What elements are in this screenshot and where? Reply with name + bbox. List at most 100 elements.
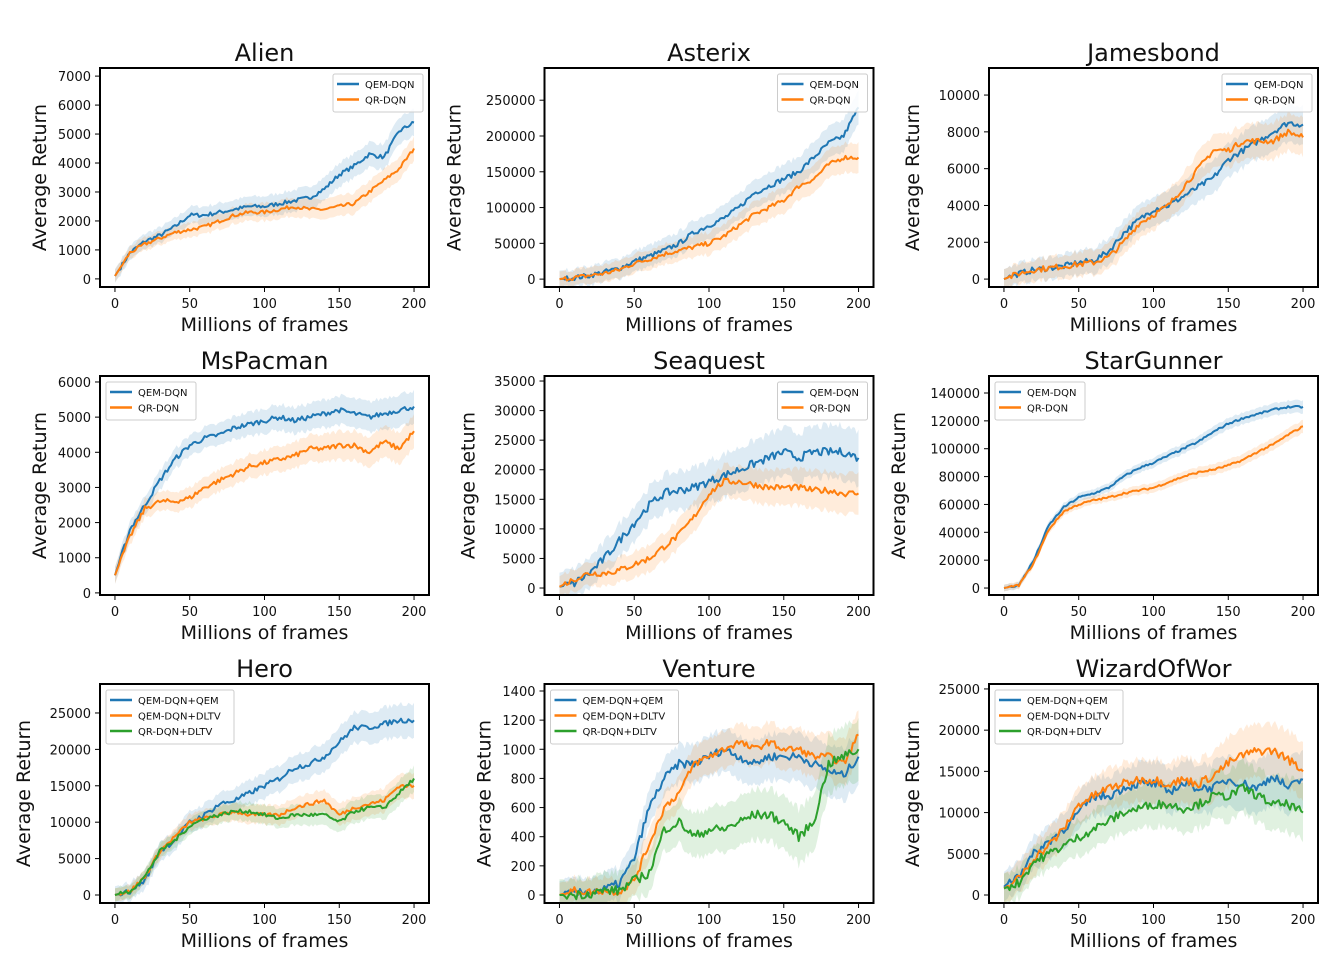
band-0 (1004, 399, 1303, 592)
x-tick-label: 50 (626, 605, 643, 620)
y-tick-label: 25000 (494, 434, 535, 449)
y-tick-label: 1000 (58, 244, 91, 259)
legend-label: QR-DQN (1027, 404, 1068, 415)
y-tick-label: 150000 (486, 166, 536, 181)
y-tick-label: 5000 (502, 552, 535, 567)
band-2 (1004, 758, 1303, 903)
legend: QEM-DQN+QEM QEM-DQN+DLTV QR-DQN+DLTV (105, 689, 235, 745)
x-tick-label: 200 (1291, 913, 1316, 928)
y-tick-label: 0 (83, 587, 91, 602)
x-tick-label: 150 (771, 913, 796, 928)
legend-label: QEM-DQN (810, 388, 859, 399)
series-line-2 (1003, 783, 1304, 892)
x-tick-label: 0 (1000, 297, 1008, 312)
y-axis-label: Average Return (474, 720, 496, 867)
x-tick-label: 200 (846, 913, 871, 928)
clip-top (504, 38, 914, 68)
series-line-1 (559, 477, 860, 588)
y-tick-label: 80000 (939, 471, 980, 486)
subplot-mspacman: 0 50 100 150 2000100020003000400050006000MsP… (29, 346, 469, 644)
y-tick-label: 0 (83, 273, 91, 288)
y-axis-label: Average Return (458, 412, 480, 559)
x-tick-label: 100 (252, 913, 277, 928)
y-tick-label: 15000 (939, 765, 980, 780)
legend-label: QEM-DQN (138, 388, 187, 399)
y-tick-label: 5000 (58, 128, 91, 143)
y-tick-label: 5000 (58, 411, 91, 426)
legend: QEM-DQN+QEM QEM-DQN+DLTV QR-DQN+DLTV (994, 689, 1124, 745)
y-tick-label: 50000 (494, 237, 535, 252)
x-tick-label: 150 (1216, 605, 1241, 620)
y-axis-label: Average Return (902, 104, 924, 251)
x-tick-label: 150 (327, 297, 352, 312)
y-tick-label: 2000 (58, 517, 91, 532)
x-axis-label: Millions of frames (181, 314, 349, 336)
y-tick-label: 0 (527, 582, 535, 597)
x-tick-label: 0 (1000, 605, 1008, 620)
x-tick-label: 0 (111, 297, 119, 312)
subplot-stargunner: 0 50 100 150 200 0 20000 40000 60000 80000 100000 1… (888, 346, 1343, 644)
band-1 (559, 462, 859, 595)
legend-box (105, 689, 235, 745)
band-0 (115, 702, 414, 903)
band-1 (559, 141, 859, 287)
x-tick-label: 100 (697, 913, 722, 928)
y-tick-label: 25000 (50, 707, 91, 722)
y-tick-label: 1000 (58, 552, 91, 567)
y-axis-label: Average Return (888, 412, 910, 559)
subplot-seaquest: 0 50 100 150 200 0 5000 10000 15000 20000 25000 300… (458, 346, 914, 644)
x-tick-label: 50 (181, 297, 198, 312)
y-tick-label: 10000 (939, 89, 980, 104)
band-1 (115, 772, 414, 902)
legend-label: QEM-DQN+QEM (583, 696, 664, 707)
legend-label: QEM-DQN (810, 80, 859, 91)
legend: QEM-DQN QR-DQN (332, 73, 424, 113)
y-tick-label: 0 (527, 889, 535, 904)
legend-label: QEM-DQN (1027, 388, 1076, 399)
y-tick-label: 4000 (947, 199, 980, 214)
legend-label: QEM-DQN (365, 80, 414, 91)
x-axis-label: Millions of frames (625, 930, 793, 952)
legend-label: QR-DQN (810, 96, 851, 107)
legend-label: QR-DQN+DLTV (1027, 727, 1101, 738)
clip-top (949, 38, 1343, 68)
y-tick-label: 250000 (486, 94, 536, 109)
y-axis-label: Average Return (29, 104, 51, 251)
band-0 (1004, 748, 1303, 902)
legend: QEM-DQN+QEM QEM-DQN+DLTV QR-DQN+DLTV (550, 689, 679, 745)
x-tick-label: 150 (1216, 913, 1241, 928)
x-tick-label: 100 (1141, 605, 1166, 620)
x-tick-label: 100 (1141, 913, 1166, 928)
legend-box (550, 689, 679, 745)
x-tick-label: 150 (327, 913, 352, 928)
legend: QEM-DQN QR-DQN (1221, 73, 1313, 113)
y-tick-label: 3000 (58, 481, 91, 496)
y-tick-label: 400 (511, 831, 536, 846)
band-1 (115, 136, 414, 283)
x-tick-label: 50 (181, 913, 198, 928)
legend-label: QR-DQN+DLTV (583, 727, 657, 738)
x-tick-label: 100 (252, 605, 277, 620)
x-tick-label: 100 (697, 297, 722, 312)
x-axis-label: Millions of frames (1070, 314, 1238, 336)
subplot-hero: 0 50 100 150 200 0 5000 10000 15000 20000 25000 Her… (13, 654, 469, 952)
subplot-venture: 0 50 100 150 200 0 200 400 600 800 1000 1200 1400 Ven… (474, 654, 914, 952)
y-axis-label: Average Return (29, 412, 51, 559)
y-tick-label: 60000 (939, 498, 980, 513)
x-tick-label: 100 (1141, 297, 1166, 312)
legend-label: QR-DQN (365, 96, 406, 107)
legend-label: QR-DQN (810, 404, 851, 415)
y-tick-label: 4000 (58, 446, 91, 461)
y-tick-label: 20000 (939, 724, 980, 739)
y-tick-label: 15000 (494, 493, 535, 508)
series-line-2 (114, 778, 415, 896)
legend: QEM-DQN QR-DQN (777, 73, 868, 113)
y-tick-label: 6000 (947, 163, 980, 178)
x-tick-label: 0 (555, 297, 563, 312)
y-tick-label: 600 (511, 802, 536, 817)
x-axis-label: Millions of frames (1070, 622, 1238, 644)
band-2 (559, 717, 859, 903)
y-tick-label: 20000 (50, 743, 91, 758)
y-tick-label: 35000 (494, 375, 535, 390)
